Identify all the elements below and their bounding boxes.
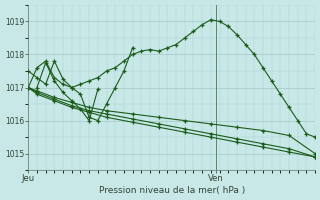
- X-axis label: Pression niveau de la mer( hPa ): Pression niveau de la mer( hPa ): [99, 186, 245, 195]
